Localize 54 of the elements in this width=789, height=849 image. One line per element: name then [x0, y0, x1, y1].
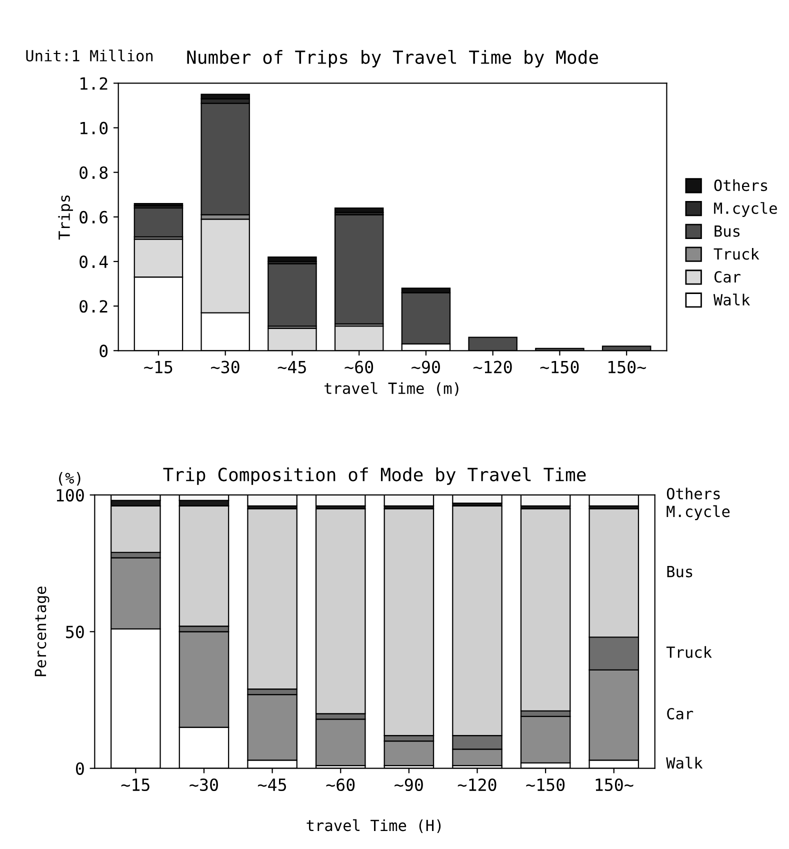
x-tick-label: ∼30 — [190, 778, 218, 792]
x-tick-label: ∼150 — [526, 778, 565, 792]
y-axis-title: Percentage — [34, 586, 50, 676]
bar — [334, 207, 384, 214]
chart-title: Number of Trips by Travel Time by Mode — [187, 50, 598, 68]
bar — [334, 214, 384, 324]
y-tick-label: 0.6 — [80, 210, 108, 224]
x-tick-label: ∼45 — [278, 360, 306, 374]
bar — [134, 202, 184, 206]
bar — [134, 207, 184, 238]
y-tick-label: 50 — [66, 626, 84, 638]
y-tick-label: 0.4 — [80, 256, 108, 268]
x-tick-label: ∼120 — [458, 778, 496, 792]
y-tick-label: 1.0 — [80, 122, 108, 134]
x-tick-label: ∼30 — [211, 360, 240, 374]
y-axis-title: Trips — [58, 195, 73, 240]
text: Unit:1 Million — [26, 50, 153, 62]
legend-label: Car — [714, 271, 740, 283]
text: (%) — [59, 472, 80, 486]
y-tick-label: 0 — [100, 344, 108, 358]
legend-label: Bus — [714, 226, 740, 237]
chart-title: Trip Composition of Mode by Travel Time — [163, 467, 586, 485]
y-tick-label: 0.8 — [80, 166, 108, 179]
x-tick-label: ∼90 — [394, 778, 423, 792]
x-axis-title: travel Time (H) — [306, 819, 441, 833]
series-label: M.cycle — [666, 505, 730, 520]
bar — [268, 256, 317, 262]
x-tick-label: 150∼ — [608, 360, 646, 374]
series-label: Others — [666, 488, 720, 500]
legend-label: Truck — [714, 248, 760, 260]
bar — [268, 263, 317, 327]
series-label: Walk — [666, 756, 703, 769]
y-tick-label: 0.2 — [80, 300, 108, 313]
y-tick-label: 100 — [56, 488, 84, 502]
legend-label: Others — [714, 179, 768, 192]
series-label: Bus — [667, 566, 692, 578]
x-tick-label: ∼45 — [258, 778, 286, 792]
x-axis-title: travel Time (m) — [324, 382, 458, 396]
x-tick-label: 150∼ — [596, 778, 634, 792]
y-tick-label: 0 — [76, 762, 84, 775]
x-tick-label: ∼15 — [144, 360, 172, 374]
legend-label: M.cycle — [714, 202, 777, 217]
series-label: Car — [667, 708, 694, 720]
y-tick-label: 1.2 — [80, 77, 108, 90]
bar — [384, 740, 434, 766]
legend-label: Walk — [713, 294, 750, 306]
x-tick-label: ∼60 — [344, 360, 374, 374]
x-tick-label: ∼150 — [540, 360, 579, 374]
x-tick-label: ∼15 — [121, 778, 150, 792]
x-tick-label: ∼90 — [412, 360, 440, 374]
bar — [200, 102, 250, 216]
series-label: Truck — [666, 646, 712, 658]
x-tick-label: ∼60 — [326, 778, 355, 792]
x-tick-label: ∼120 — [473, 360, 512, 374]
